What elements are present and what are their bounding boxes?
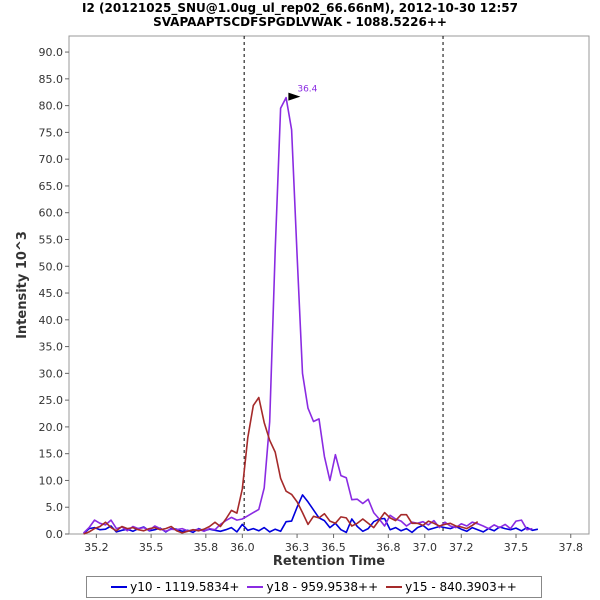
x-tick-label: 35.8 — [194, 541, 219, 554]
y-axis-title: Intensity 10^3 — [15, 231, 30, 339]
legend-label: y15 - 840.3903++ — [405, 580, 517, 594]
y-tick-label: 20.0 — [39, 421, 64, 434]
legend-item-2: y18 - 959.9538++ — [247, 580, 378, 594]
x-tick-label: 37.0 — [413, 541, 438, 554]
x-tick-label: 37.8 — [559, 541, 584, 554]
y-tick-label: 65.0 — [39, 180, 64, 193]
y-tick-label: 75.0 — [39, 126, 64, 139]
x-tick-label: 37.2 — [449, 541, 474, 554]
x-tick-label: 37.5 — [504, 541, 529, 554]
plot-area — [68, 35, 590, 535]
chart-subtitle: SVAPAAPTSCDFSPGDLVWAK - 1088.5226++ — [153, 15, 447, 29]
x-tick-label: 36.8 — [376, 541, 401, 554]
peak-marker — [288, 92, 301, 101]
legend-swatch — [247, 586, 264, 588]
y-tick-label: 60.0 — [39, 207, 64, 220]
y-tick-label: 50.0 — [39, 260, 64, 273]
y-axis: 0.0 5.0 10.0 15.0 20.0 25.0 30.0 35.0 40.0 45.0 50… — [39, 46, 69, 541]
x-tick-label: 35.2 — [84, 541, 109, 554]
y-tick-label: 90.0 — [39, 46, 64, 59]
x-tick-label: 36.5 — [321, 541, 346, 554]
integration-boundaries — [243, 36, 444, 534]
series-layer — [83, 96, 539, 535]
peak-annotation: 36.4 — [288, 85, 318, 101]
y-tick-label: 0.0 — [46, 528, 64, 541]
legend-swatch — [111, 586, 128, 588]
legend-label: y18 - 959.9538++ — [266, 580, 379, 594]
legend-swatch — [386, 586, 403, 588]
y-tick-label: 40.0 — [39, 314, 64, 327]
y-tick-label: 10.0 — [39, 474, 64, 487]
legend: y10 - 1119.5834+ y18 - 959.9538++ y15 - 84… — [86, 576, 542, 598]
y-tick-label: 5.0 — [46, 501, 64, 514]
y-tick-label: 55.0 — [39, 233, 64, 246]
chart-title: I2 (20121025_SNU@1.0ug_ul_rep02_66.66nM)… — [82, 1, 518, 15]
y-tick-label: 35.0 — [39, 341, 64, 354]
y-tick-label: 85.0 — [39, 73, 64, 86]
peak-label: 36.4 — [297, 85, 317, 95]
y-tick-label: 25.0 — [39, 394, 64, 407]
y-tick-label: 70.0 — [39, 153, 64, 166]
x-axis: 35.2 35.5 35.8 36.0 36.3 36.5 36.8 37.0 37.2 37.5… — [84, 534, 583, 554]
y-tick-label: 80.0 — [39, 100, 64, 113]
y-tick-label: 15.0 — [39, 448, 64, 461]
x-tick-label: 36.3 — [285, 541, 310, 554]
legend-item-3: y15 - 840.3903++ — [386, 580, 517, 594]
series-line-3 — [83, 396, 479, 535]
y-tick-label: 45.0 — [39, 287, 64, 300]
x-tick-label: 35.5 — [139, 541, 164, 554]
y-tick-label: 30.0 — [39, 367, 64, 380]
x-axis-title: Retention Time — [273, 554, 385, 569]
legend-label: y10 - 1119.5834+ — [130, 580, 240, 594]
x-tick-label: 36.0 — [230, 541, 255, 554]
legend-item-1: y10 - 1119.5834+ — [111, 580, 239, 594]
